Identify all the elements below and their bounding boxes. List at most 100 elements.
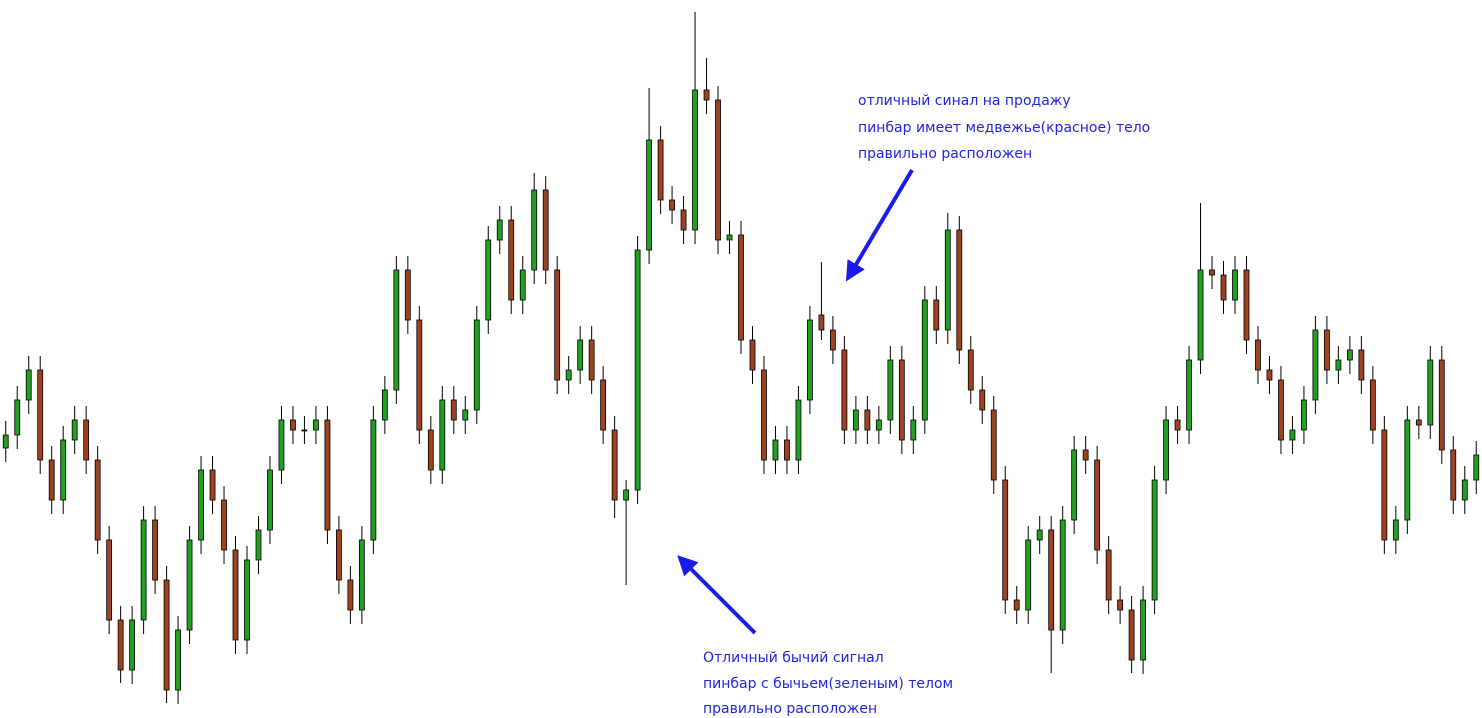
- candle-body: [657, 139, 664, 201]
- candle-body: [209, 469, 216, 501]
- candle-body: [255, 529, 262, 561]
- candle-body: [1105, 549, 1112, 601]
- candle-body: [818, 314, 825, 331]
- candle-body: [313, 419, 319, 431]
- candle-body: [370, 419, 377, 541]
- candle-body: [1163, 419, 1169, 481]
- candle-body: [887, 359, 894, 421]
- candle-body: [830, 329, 836, 351]
- candle-body: [1094, 459, 1101, 551]
- candle-body: [611, 429, 618, 501]
- candle-body: [738, 234, 744, 341]
- candles: [2, 12, 1480, 704]
- candle-body: [967, 349, 974, 391]
- candle-body: [117, 619, 124, 671]
- candle-body: [278, 419, 285, 471]
- candle-body: [1369, 379, 1376, 431]
- candle-body: [1174, 419, 1181, 431]
- candle-body: [106, 539, 113, 621]
- candle-body: [1266, 369, 1273, 381]
- candle-body: [301, 429, 308, 432]
- candle-body: [152, 519, 158, 581]
- candle-body: [1346, 349, 1353, 361]
- candle-body: [1278, 379, 1284, 441]
- candle-body: [761, 369, 767, 461]
- candle-body: [715, 99, 721, 241]
- candle-body: [1461, 479, 1468, 501]
- candle-body: [703, 89, 710, 101]
- candle-body: [554, 269, 561, 381]
- candle-body: [1232, 269, 1238, 301]
- candle-body: [347, 579, 354, 611]
- candle-body: [910, 419, 917, 441]
- candle-body: [933, 299, 940, 331]
- candle-body: [841, 349, 848, 431]
- candle-body: [1324, 329, 1330, 371]
- candle-body: [473, 319, 480, 411]
- candle-body: [1013, 599, 1020, 611]
- candle-body: [875, 419, 882, 431]
- candle-body: [2, 434, 9, 449]
- annotation: Отличный бычий сигнал: [703, 650, 884, 666]
- candle-body: [1392, 519, 1399, 541]
- candle-body: [1404, 419, 1411, 521]
- candle-body: [577, 339, 584, 371]
- candle-body: [290, 419, 296, 431]
- candle-body: [267, 469, 273, 531]
- candle-body: [140, 519, 147, 621]
- candle-body: [1002, 479, 1009, 601]
- candle-body: [680, 209, 687, 231]
- candle-body: [807, 319, 813, 401]
- candle-body: [48, 459, 55, 501]
- candle-body: [1335, 359, 1342, 371]
- candle-body: [462, 409, 469, 421]
- candle-body: [531, 189, 538, 271]
- candle-body: [1140, 599, 1146, 661]
- candle-body: [588, 339, 595, 381]
- candle-body: [358, 539, 365, 611]
- annotation: правильно расположен: [703, 701, 877, 717]
- candle-body: [324, 419, 331, 531]
- candle-body: [1243, 269, 1250, 341]
- candle-body: [244, 559, 250, 641]
- annotation: пинбар имеет медвежье(красное) тело: [858, 120, 1150, 136]
- candle-body: [1151, 479, 1158, 601]
- candle-body: [232, 549, 239, 641]
- candle-body: [83, 419, 90, 461]
- candle-body: [898, 359, 905, 441]
- candle-body: [749, 339, 756, 371]
- candle-body: [852, 409, 859, 431]
- candle-body: [37, 369, 44, 461]
- candle-body: [634, 249, 641, 491]
- candle-body: [542, 189, 549, 271]
- candle-body: [1071, 449, 1078, 521]
- candle-body: [1209, 269, 1215, 276]
- candle-body: [1025, 539, 1032, 611]
- candle-body: [956, 229, 963, 351]
- candle-body: [921, 299, 928, 421]
- candle-body: [25, 369, 32, 401]
- candle-body: [795, 399, 802, 461]
- candle-body: [1128, 609, 1135, 661]
- candle-body: [1289, 429, 1296, 441]
- candle-body: [646, 139, 652, 251]
- candle-body: [496, 219, 503, 241]
- candle-body: [1415, 419, 1422, 426]
- candle-body: [416, 319, 423, 431]
- candle-body: [1059, 519, 1066, 631]
- candle-body: [450, 399, 457, 421]
- candle-body: [565, 369, 572, 381]
- candle-body: [1438, 359, 1445, 451]
- candle-body: [198, 469, 204, 541]
- candle-body: [864, 409, 871, 431]
- candle-body: [381, 389, 388, 421]
- candle-body: [336, 529, 342, 581]
- candle-body: [1358, 349, 1365, 381]
- candle-body: [163, 579, 170, 691]
- candle-body: [1381, 429, 1388, 541]
- candle-body: [129, 619, 136, 671]
- candle-body: [726, 234, 733, 241]
- candle-body: [1450, 449, 1457, 501]
- candle-body: [1048, 529, 1055, 631]
- candle-body: [485, 239, 492, 321]
